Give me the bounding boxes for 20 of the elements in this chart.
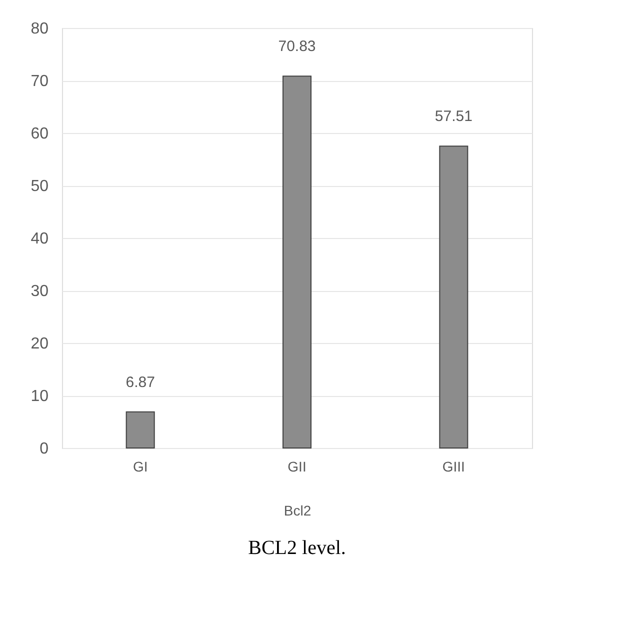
y-tick-label: 30 — [30, 283, 49, 300]
y-tick-label: 10 — [30, 388, 49, 405]
bar — [282, 76, 312, 448]
bar — [439, 146, 468, 448]
y-tick-label: 50 — [30, 178, 49, 195]
data-label: 70.83 — [278, 38, 316, 56]
y-tick-label: 70 — [30, 73, 49, 90]
bar — [126, 411, 155, 448]
x-tick-label: GII — [288, 458, 306, 474]
y-tick-label: 80 — [30, 20, 49, 38]
y-tick-label: 20 — [30, 336, 49, 352]
y-tick-label: 0 — [40, 440, 49, 458]
x-tick-label: GI — [132, 458, 148, 474]
x-tick-label: GIII — [442, 458, 465, 474]
data-label: 6.87 — [126, 374, 155, 391]
x-axis-title: Bcl2 — [284, 502, 312, 518]
data-label: 57.51 — [434, 108, 472, 126]
y-tick-label: 40 — [30, 230, 49, 248]
y-tick-label: 60 — [30, 126, 49, 142]
text: BCL2 level. — [248, 537, 346, 559]
